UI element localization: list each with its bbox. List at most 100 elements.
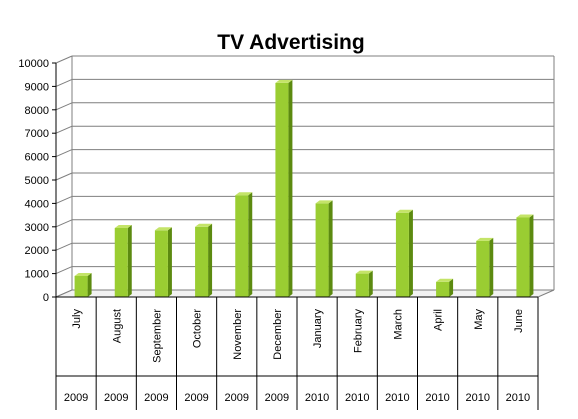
bar-top — [355, 270, 373, 274]
bar — [355, 270, 373, 297]
bar-front — [195, 226, 209, 297]
gridline-side — [55, 102, 73, 111]
year-label: 2010 — [385, 392, 409, 404]
x-tick-label: July — [71, 309, 83, 329]
year-label: 2010 — [425, 392, 449, 404]
category-labels: July 2009 August 2009 September 2009 October 20… — [55, 296, 539, 410]
bar — [74, 272, 92, 297]
bar — [114, 224, 132, 297]
year-label: 2010 — [506, 392, 530, 404]
year-label: 2009 — [265, 392, 289, 404]
x-tick-label: August — [111, 309, 123, 343]
bar-side — [328, 200, 333, 297]
axes: 0 1000 2000 3000 4000 5000 6000 7000 8000 9000 100… — [18, 56, 555, 304]
bar-front — [395, 212, 409, 297]
x-tick-label: September — [151, 309, 163, 363]
bar-side — [167, 227, 172, 297]
chart-title: TV Advertising — [217, 31, 364, 54]
x-tick-label: March — [392, 309, 404, 340]
bar-front — [516, 217, 530, 297]
bar-side — [489, 237, 494, 297]
x-tick-label: January — [312, 309, 324, 349]
gridline-side — [55, 55, 73, 64]
gridline-side — [55, 195, 73, 204]
x-tick-label: November — [232, 309, 244, 360]
y-tick-label: 7000 — [25, 128, 49, 140]
x-tick-label: December — [272, 309, 284, 360]
bars — [74, 79, 534, 297]
bar-top — [476, 237, 494, 241]
y-tick-label: 1000 — [25, 269, 49, 281]
year-label: 2009 — [64, 392, 88, 404]
y-tick-label: 5000 — [25, 175, 49, 187]
y-tick-label: 10000 — [18, 58, 49, 70]
bar-front — [355, 273, 369, 297]
year-label: 2009 — [104, 392, 128, 404]
bar — [195, 223, 213, 297]
bar-front — [154, 230, 168, 297]
x-tick-label: October — [192, 309, 204, 348]
bar-side — [127, 224, 132, 297]
gridline-side — [55, 266, 73, 275]
bar-top — [235, 192, 253, 196]
x-tick-label: May — [473, 309, 485, 330]
y-tick-label: 3000 — [25, 222, 49, 234]
year-label: 2010 — [305, 392, 329, 404]
gridline-side — [55, 125, 73, 134]
bar — [154, 227, 172, 297]
y-tick-label: 4000 — [25, 198, 49, 210]
x-tick-label: April — [433, 309, 445, 331]
bar-side — [449, 278, 454, 297]
bar-front — [315, 203, 329, 297]
x-tick-label: February — [352, 309, 364, 354]
bar-side — [248, 192, 253, 297]
gridline-side — [55, 219, 73, 228]
bar — [395, 209, 413, 297]
bar-front — [114, 227, 128, 297]
bar-top — [114, 224, 132, 228]
bar — [275, 79, 293, 297]
year-label: 2009 — [225, 392, 249, 404]
bar-top — [395, 209, 413, 213]
bar-side — [368, 270, 373, 297]
bar — [436, 278, 454, 297]
bar-top — [275, 79, 293, 83]
gridline-side — [55, 242, 73, 251]
bar — [476, 237, 494, 297]
year-label: 2010 — [466, 392, 490, 404]
bar — [516, 214, 534, 297]
bar-front — [436, 281, 450, 297]
bar-top — [315, 200, 333, 204]
gridline-side — [55, 149, 73, 158]
bar-side — [87, 272, 92, 297]
bar — [315, 200, 333, 297]
bar-side — [208, 223, 213, 297]
bar-front — [476, 240, 490, 297]
y-tick-label: 0 — [43, 292, 49, 304]
gridline-side — [55, 172, 73, 181]
gridline-side — [55, 78, 73, 87]
bar-side — [408, 209, 413, 297]
y-tick-label: 9000 — [25, 81, 49, 93]
bar-front — [235, 195, 249, 297]
y-tick-label: 2000 — [25, 245, 49, 257]
bar-side — [529, 214, 534, 297]
bar-side — [288, 79, 293, 297]
year-label: 2009 — [184, 392, 208, 404]
bar — [235, 192, 253, 297]
bar-top — [516, 214, 534, 218]
y-tick-label: 6000 — [25, 152, 49, 164]
bar-front — [275, 82, 289, 297]
bar-top — [74, 272, 92, 276]
bar-top — [195, 223, 213, 227]
year-label: 2010 — [345, 392, 369, 404]
bar-top — [154, 227, 172, 231]
x-tick-label: June — [513, 309, 525, 333]
gridlines — [55, 55, 555, 298]
year-label: 2009 — [144, 392, 168, 404]
y-tick-label: 8000 — [25, 105, 49, 117]
bar-top — [436, 278, 454, 282]
bar-front — [74, 275, 88, 297]
